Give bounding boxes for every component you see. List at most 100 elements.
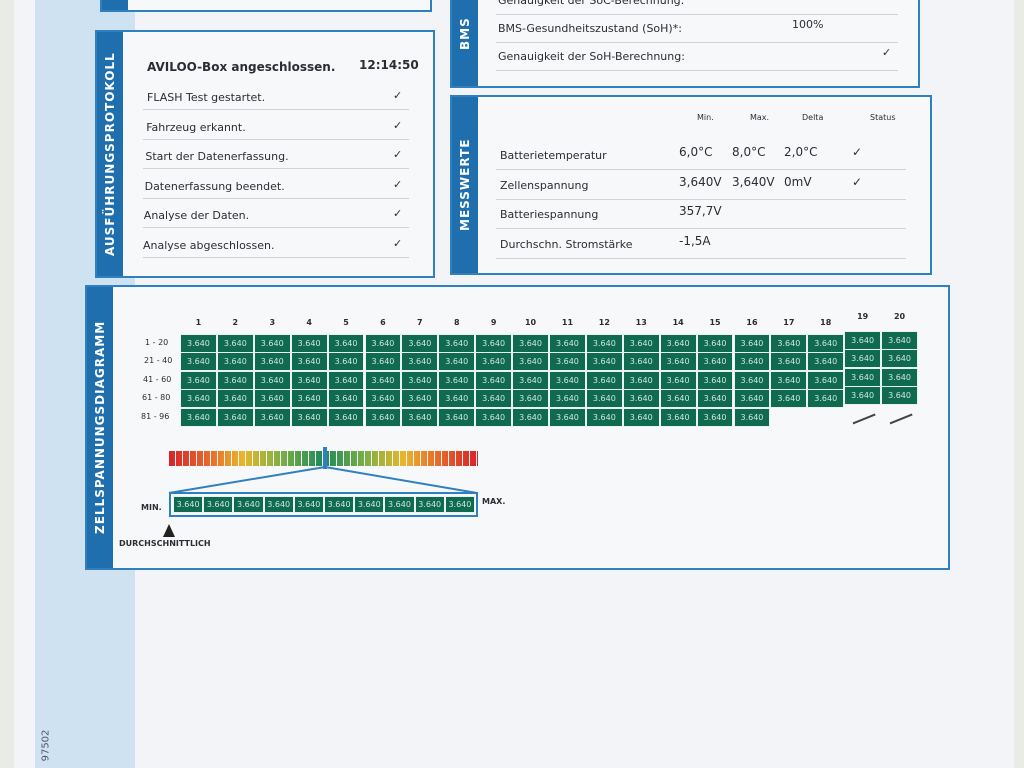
cell-voltage: 3.640 [733,334,771,353]
measure-value: -1,5A [679,233,711,248]
cell-voltage: 3.640 [659,407,697,427]
column-number: 4 [306,318,312,327]
cell-diagram-section: ZELLSPANNUNGSDIAGRAMM 1 2 3 4 5 6 7 8 9 10 11 12 13 14… [85,285,950,570]
section-band: MESSWERTE [452,97,478,273]
bms-row-label: Genauigkeit der SoC-Berechnung: [498,0,685,7]
row-divider [496,14,898,15]
row-divider [143,256,409,258]
cell-voltage: 3.640 [696,370,734,390]
cell-voltage: 3.640 [844,331,882,350]
section-label: MESSWERTE [458,138,472,232]
bms-row-value: 100% [792,18,824,31]
range-connector [163,466,478,537]
bms-row-label: BMS-Gesundheitszustand (SoH)*: [498,22,682,35]
cell-voltage: 3.640 [549,370,586,390]
cell-voltage: 3.640 [844,367,882,387]
cell-voltage: 3.640 [585,407,623,427]
cell-voltage: 3.640 [659,370,697,390]
range-cell: 3.640 [203,496,234,513]
protocol-step: Fahrzeug erkannt. [146,120,246,134]
row-label: 21 - 40 [144,356,173,366]
section-label: ZELLSPANNUNGSDIAGRAMM [93,320,107,535]
status-check: ✓ [393,118,403,132]
cell-voltage: 3.640 [327,407,365,427]
status-check: ✓ [393,177,403,191]
column-number: 16 [746,318,758,327]
cell-voltage: 3.640 [364,370,402,390]
protocol-time: 12:14:50 [359,58,419,72]
cell-voltage: 3.640 [290,352,328,372]
row-divider [496,228,906,229]
empty-slash [852,413,876,424]
measure-name: Durchschn. Stromstärke [500,237,633,251]
cell-voltage: 3.640 [733,407,771,427]
row-divider [496,42,898,43]
cell-voltage: 3.640 [401,389,439,409]
range-cell: 3.640 [444,496,475,513]
status-check: ✓ [393,148,403,161]
measure-value: 8,0°C [732,145,766,159]
row-divider [496,257,906,259]
cell-voltage: 3.640 [585,352,623,372]
cell-voltage: 3.640 [622,352,660,372]
row-label: 1 - 20 [145,338,169,347]
cell-voltage: 3.640 [696,407,734,427]
cell-voltage: 3.640 [475,334,513,353]
cell-voltage: 3.640 [327,352,365,372]
cell-voltage: 3.640 [512,389,549,409]
average-label: DURCHSCHNITTLICH [119,539,211,548]
cell-voltage: 3.640 [807,389,845,409]
column-number: 15 [709,318,721,327]
average-marker [323,447,327,469]
measure-value: 357,7V [679,204,722,218]
cell-voltage: 3.640 [253,352,291,372]
measure-value: 2,0°C [784,145,818,159]
cell-voltage: 3.640 [364,352,402,372]
min-label: MIN. [141,503,162,512]
section-label: BMS [458,17,472,51]
cell-voltage: 3.640 [844,349,882,369]
cell-voltage: 3.640 [438,389,476,409]
top-left-section: R [100,0,432,12]
cell-voltage: 3.640 [180,407,217,427]
section-band: ZELLSPANNUNGSDIAGRAMM [87,287,113,568]
measurements-section: MESSWERTE Min. Max. Delta Status Batterietemp… [450,95,932,275]
column-number: 20 [893,312,906,321]
column-number: 12 [598,318,610,327]
cell-voltage: 3.640 [216,370,254,390]
cell-voltage: 3.640 [253,407,291,427]
range-strip: 3.640 3.640 3.640 3.640 3.640 3.640 3.640 3.640… [169,492,478,517]
range-cell: 3.640 [263,496,294,513]
section-label: AUSFÜHRUNGSPROTOKOLL [103,52,117,256]
cell-voltage: 3.640 [180,352,217,372]
cell-voltage: 3.640 [696,389,734,409]
cell-voltage: 3.640 [512,352,549,372]
cell-voltage: 3.640 [807,334,845,353]
measure-value: ✓ [852,145,863,159]
cell-voltage: 3.640 [585,389,623,409]
cell-voltage: 3.640 [585,370,623,390]
cell-voltage: 3.640 [364,389,402,409]
cell-voltage: 3.640 [733,389,771,409]
cell-voltage: 3.640 [512,407,549,427]
cell-voltage: 3.640 [696,352,734,372]
measure-value: 6,0°C [679,145,713,159]
column-header: Max. [750,113,770,122]
cell-voltage: 3.640 [512,334,549,353]
cell-voltage: 3.640 [659,334,697,353]
cell-voltage: 3.640 [659,352,697,372]
document-id: 97502 [40,729,52,762]
cell-voltage: 3.640 [401,334,439,353]
cell-voltage: 3.640 [807,370,845,390]
protocol-header: AVILOO-Box angeschlossen. [147,60,336,74]
row-divider [143,168,409,169]
cell-voltage: 3.640 [881,386,918,406]
column-number: 5 [343,318,349,327]
cell-voltage: 3.640 [180,389,217,409]
range-cell: 3.640 [324,496,355,513]
cell-voltage: 3.640 [844,386,882,406]
status-check: ✓ [393,236,403,250]
cell-voltage: 3.640 [364,334,402,353]
cell-voltage: 3.640 [216,352,254,372]
cell-voltage: 3.640 [696,334,734,353]
